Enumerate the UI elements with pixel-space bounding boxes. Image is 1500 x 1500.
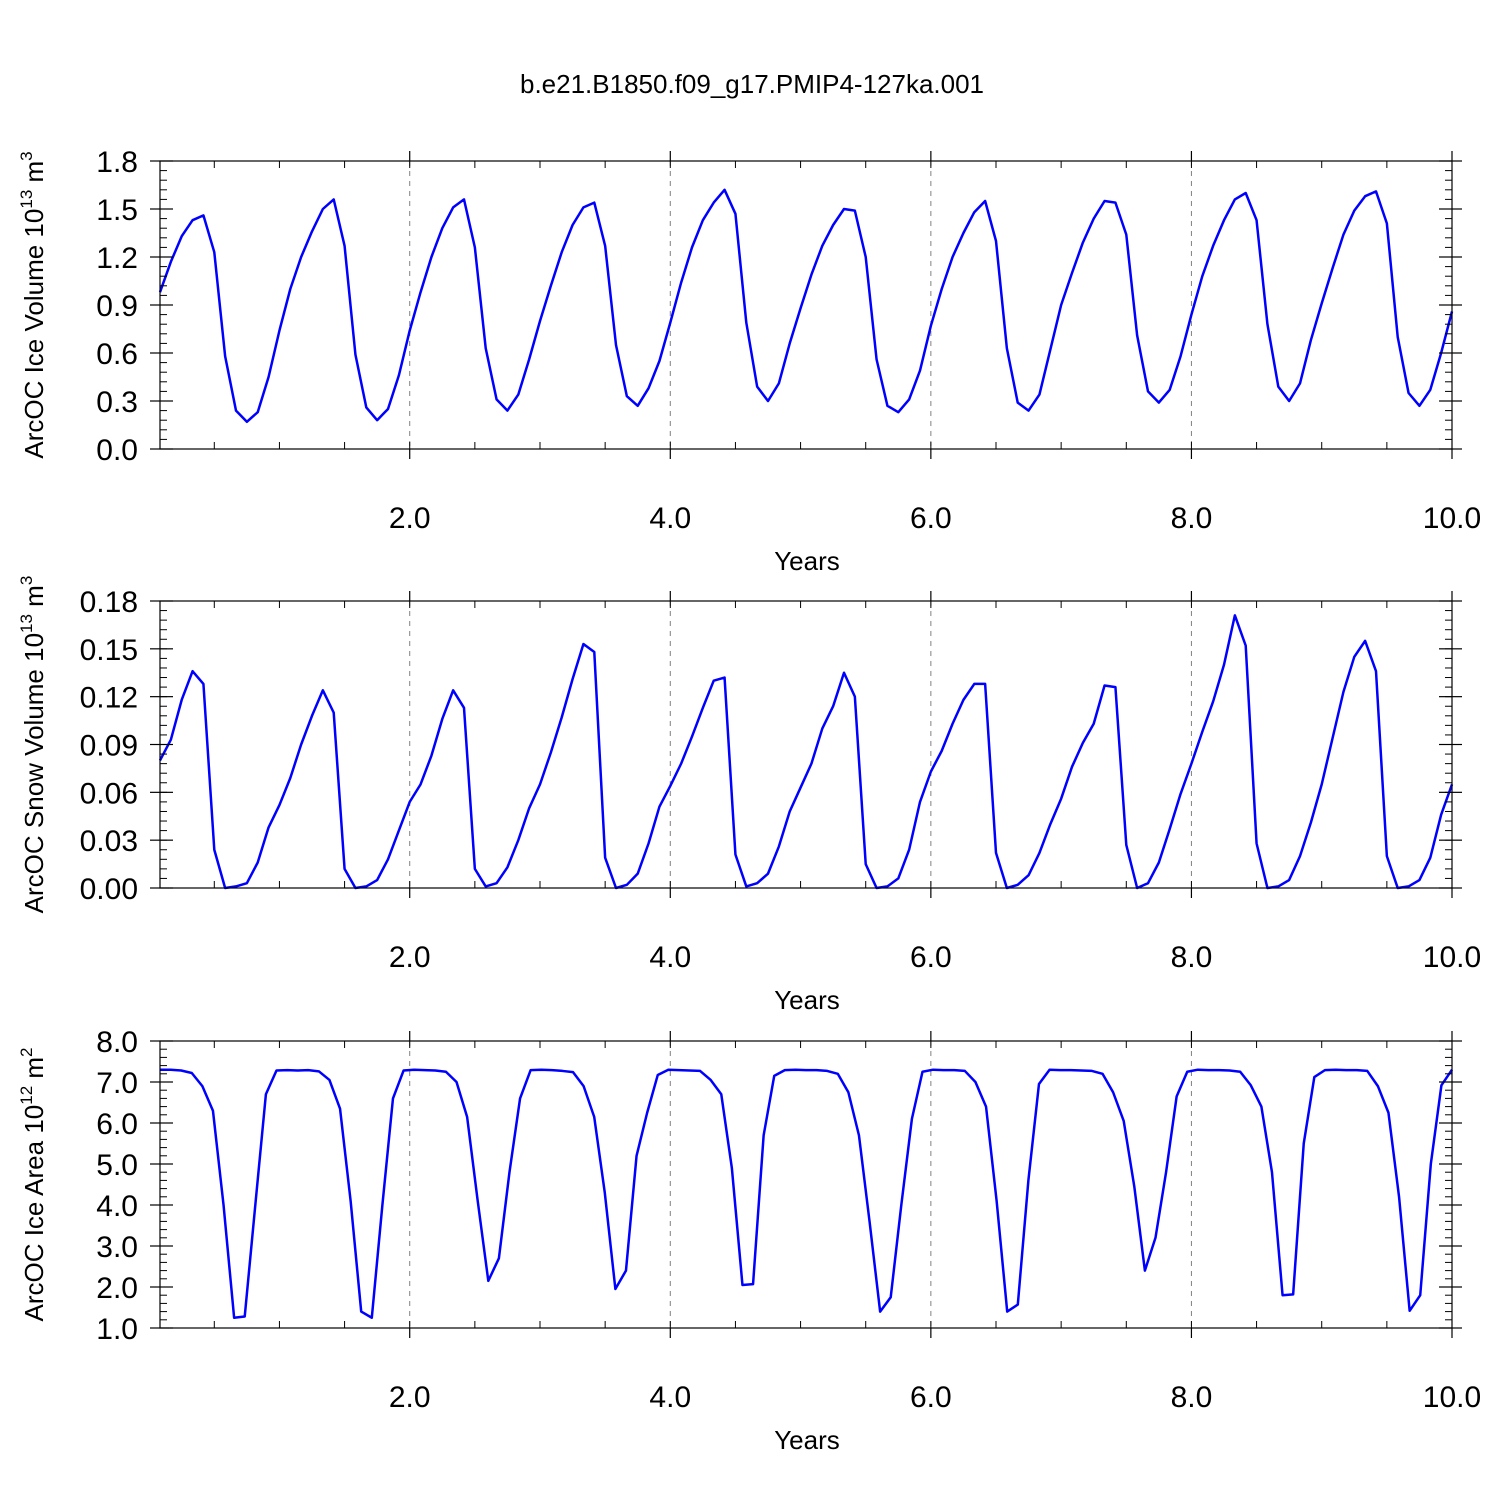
y-tick-label: 5.0 [96, 1149, 138, 1182]
panel-3: 1.0 2.0 3.0 4.0 5.0 6.0 7.0 8.0 2.0 4.0 6.0 8.0 10.0… [17, 1026, 1481, 1455]
plot-frame [159, 1040, 1453, 1329]
x-tick-label: 6.0 [910, 941, 952, 974]
series-line [160, 1068, 1454, 1319]
y-tick-label: 1.8 [96, 146, 138, 179]
y-tick-label: 0.0 [96, 434, 138, 467]
panel-1: 0.0 0.3 0.6 0.9 1.2 1.5 1.8 2.0 4.0 6.0 8.0 10.0 Yea… [17, 146, 1481, 576]
x-axis-label: Years [774, 985, 840, 1015]
y-axis-label-exponent: 12 [17, 1086, 36, 1105]
x-tick-label: 2.0 [389, 941, 431, 974]
y-axis-label-exponent: 2 [17, 1047, 36, 1056]
y-tick-label: 0.6 [96, 338, 138, 371]
y-axis-label-exponent: 3 [17, 576, 36, 585]
x-tick-label: 8.0 [1171, 941, 1213, 974]
y-tick-label: 7.0 [96, 1067, 138, 1100]
y-tick-label: 2.0 [96, 1272, 138, 1305]
y-tick-label: 0.06 [80, 777, 138, 810]
y-axis-label: ArcOC Snow Volume 1013 m3 [17, 576, 49, 914]
y-tick-label: 1.2 [96, 242, 138, 275]
y-tick-label: 0.03 [80, 825, 138, 858]
y-tick-label: 1.5 [96, 194, 138, 227]
y-axis-label-exponent: 3 [17, 151, 36, 160]
series-line [158, 614, 1454, 890]
x-tick-label: 2.0 [389, 1381, 431, 1414]
panel-2: 0.00 0.03 0.06 0.09 0.12 0.15 0.18 2.0 4.0 6.0 8.0… [17, 576, 1481, 1015]
x-axis-label: Years [774, 1425, 840, 1455]
x-tick-label: 4.0 [649, 1381, 691, 1414]
x-tick-label: 10.0 [1423, 1381, 1481, 1414]
y-tick-label: 3.0 [96, 1231, 138, 1264]
y-axis-label-text: ArcOC Ice Volume 10 [19, 209, 49, 459]
y-axis-label-exponent: 13 [17, 190, 36, 209]
y-tick-label: 0.3 [96, 386, 138, 419]
plot-frame [159, 160, 1453, 450]
x-tick-label: 6.0 [910, 1381, 952, 1414]
y-axis-label-text: m [19, 1057, 49, 1086]
y-tick-label: 0.15 [80, 634, 138, 667]
y-tick-label: 1.0 [96, 1313, 138, 1346]
x-tick-label: 8.0 [1171, 502, 1213, 535]
y-axis-label-exponent: 13 [17, 614, 36, 633]
x-tick-label: 4.0 [649, 502, 691, 535]
y-tick-label: 0.09 [80, 730, 138, 763]
x-tick-label: 8.0 [1171, 1381, 1213, 1414]
y-axis-label-text: m [19, 585, 49, 614]
x-tick-label: 6.0 [910, 502, 952, 535]
x-tick-label: 2.0 [389, 502, 431, 535]
y-tick-label: 0.00 [80, 873, 138, 906]
x-axis-label: Years [774, 546, 840, 576]
series-line [158, 188, 1454, 424]
y-tick-label: 0.18 [80, 586, 138, 619]
x-tick-label: 4.0 [649, 941, 691, 974]
y-tick-label: 0.9 [96, 290, 138, 323]
chart-panels: 0.0 0.3 0.6 0.9 1.2 1.5 1.8 2.0 4.0 6.0 8.0 10.0 Yea… [17, 146, 1481, 1455]
x-tick-label: 10.0 [1423, 502, 1481, 535]
y-tick-label: 8.0 [96, 1026, 138, 1059]
y-tick-label: 4.0 [96, 1190, 138, 1223]
y-axis-label-text: ArcOC Ice Area 10 [19, 1105, 49, 1322]
y-tick-label: 0.12 [80, 682, 138, 715]
y-axis-label-text: m [19, 161, 49, 190]
y-axis-label-text: ArcOC Snow Volume 10 [19, 633, 49, 913]
y-tick-label: 6.0 [96, 1108, 138, 1141]
x-tick-label: 10.0 [1423, 941, 1481, 974]
figure-title: b.e21.B1850.f09_g17.PMIP4-127ka.001 [520, 69, 984, 99]
y-axis-label: ArcOC Ice Area 1012 m2 [17, 1047, 49, 1321]
y-axis-label: ArcOC Ice Volume 1013 m3 [17, 151, 49, 458]
